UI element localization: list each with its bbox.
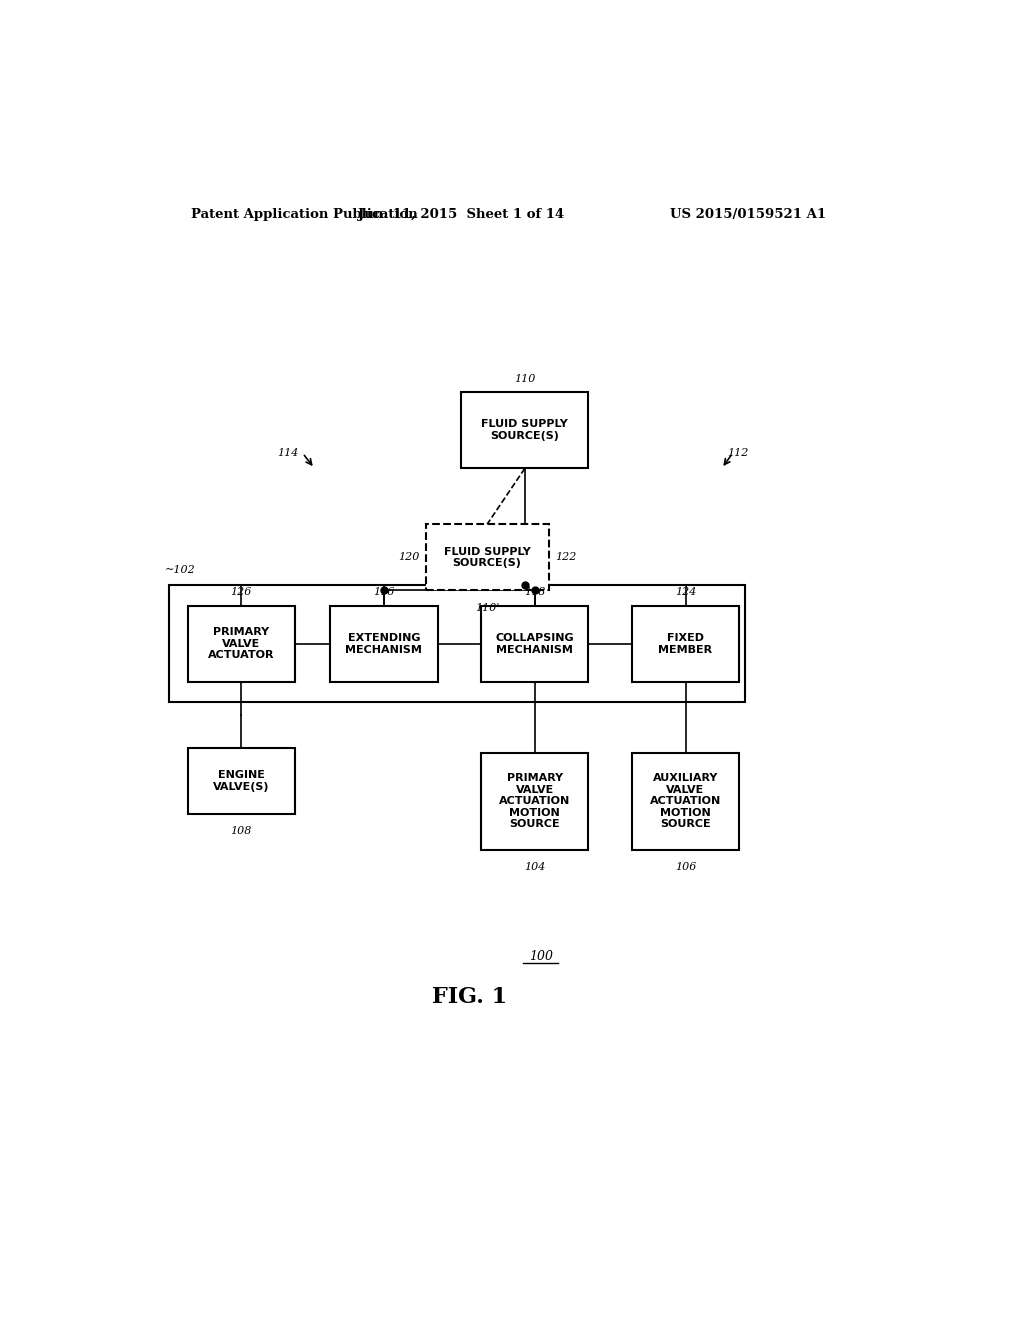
Bar: [481, 752, 589, 850]
Text: PRIMARY
VALVE
ACTUATION
MOTION
SOURCE: PRIMARY VALVE ACTUATION MOTION SOURCE: [499, 774, 570, 829]
Text: 122: 122: [555, 552, 577, 562]
Text: FLUID SUPPLY
SOURCE(S): FLUID SUPPLY SOURCE(S): [481, 420, 568, 441]
Text: 104: 104: [524, 862, 546, 871]
Text: 108: 108: [230, 826, 252, 836]
Text: 116: 116: [374, 587, 394, 598]
Bar: [461, 392, 588, 469]
Text: 112: 112: [727, 449, 749, 458]
Bar: [187, 606, 295, 682]
Text: 110: 110: [514, 374, 536, 384]
Text: 114: 114: [278, 449, 299, 458]
Text: 118: 118: [524, 587, 546, 598]
Bar: [169, 585, 744, 702]
Text: 124: 124: [675, 587, 696, 598]
Bar: [426, 524, 549, 590]
Text: EXTENDING
MECHANISM: EXTENDING MECHANISM: [345, 632, 422, 655]
Text: 120: 120: [398, 552, 419, 562]
Text: PRIMARY
VALVE
ACTUATOR: PRIMARY VALVE ACTUATOR: [208, 627, 274, 660]
Text: ~102: ~102: [165, 565, 196, 576]
Text: FIXED
MEMBER: FIXED MEMBER: [658, 632, 713, 655]
Text: 110': 110': [475, 602, 500, 612]
Bar: [632, 606, 739, 682]
Text: ENGINE
VALVE(S): ENGINE VALVE(S): [213, 770, 269, 792]
Text: FIG. 1: FIG. 1: [432, 986, 507, 1008]
Text: 100: 100: [528, 950, 553, 962]
Text: COLLAPSING
MECHANISM: COLLAPSING MECHANISM: [496, 632, 574, 655]
Bar: [331, 606, 437, 682]
Text: 126: 126: [230, 587, 252, 598]
Text: FLUID SUPPLY
SOURCE(S): FLUID SUPPLY SOURCE(S): [443, 546, 530, 568]
Text: Jun. 11, 2015  Sheet 1 of 14: Jun. 11, 2015 Sheet 1 of 14: [358, 207, 564, 220]
Bar: [187, 748, 295, 814]
Bar: [481, 606, 589, 682]
Bar: [632, 752, 739, 850]
Text: AUXILIARY
VALVE
ACTUATION
MOTION
SOURCE: AUXILIARY VALVE ACTUATION MOTION SOURCE: [650, 774, 721, 829]
Text: US 2015/0159521 A1: US 2015/0159521 A1: [671, 207, 826, 220]
Text: Patent Application Publication: Patent Application Publication: [191, 207, 418, 220]
Text: 106: 106: [675, 862, 696, 871]
